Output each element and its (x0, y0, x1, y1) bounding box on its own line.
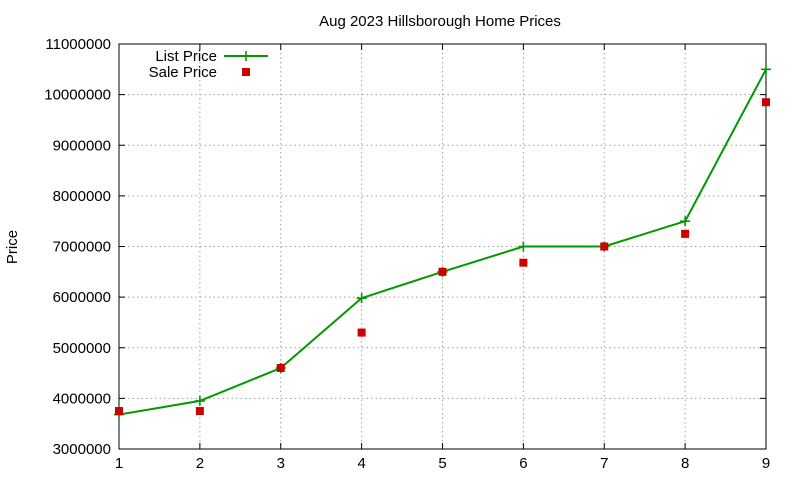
x-tick-label: 9 (762, 455, 770, 472)
y-tick-label: 9000000 (53, 137, 111, 154)
y-tick-label: 10000000 (44, 87, 111, 104)
y-tick-label: 6000000 (53, 289, 111, 306)
data-point (600, 242, 609, 251)
data-point (194, 395, 205, 406)
data-point (195, 407, 204, 416)
data-point (276, 364, 285, 372)
y-tick-label: 7000000 (53, 239, 111, 256)
y-tick-label: 3000000 (53, 441, 111, 458)
data-point (356, 293, 367, 304)
x-tick-label: 2 (196, 455, 204, 472)
plot-frame (118, 43, 767, 450)
x-tick-label: 7 (600, 455, 608, 472)
legend-label: Sale Price (149, 64, 217, 81)
data-point (681, 229, 690, 238)
data-point (115, 407, 123, 416)
x-tick-label: 1 (115, 455, 123, 472)
y-axis-title: Price (4, 230, 21, 264)
y-tick-label: 11000000 (45, 36, 111, 53)
x-tick-label: 5 (438, 455, 446, 472)
data-point (761, 64, 771, 75)
legend-label: List Price (155, 48, 217, 65)
data-point (438, 267, 447, 276)
y-tick-label: 8000000 (53, 188, 111, 205)
series-1 (114, 64, 771, 420)
data-point (680, 216, 691, 227)
y-tick-label: 5000000 (53, 340, 111, 357)
y-axis-ticks: 3000000 4000000 5000000 6000000 7000000 80000… (44, 36, 111, 458)
series-layer (114, 64, 771, 420)
data-point (518, 241, 529, 252)
data-point (762, 98, 770, 107)
x-tick-label: 8 (681, 455, 689, 472)
x-tick-label: 3 (277, 455, 285, 472)
legend-swatch-marker (241, 51, 251, 61)
legend-swatch-marker (242, 68, 250, 76)
data-point (357, 328, 366, 337)
chart-title: Aug 2023 Hillsborough Home Prices (319, 13, 561, 30)
data-point (519, 258, 528, 267)
x-tick-label: 6 (519, 455, 527, 472)
grid-lines (119, 44, 766, 449)
plot-border (118, 43, 767, 450)
y-tick-label: 4000000 (53, 390, 111, 407)
series-2 (115, 98, 770, 416)
x-axis-ticks: 1 2 3 4 5 6 7 8 9 (115, 455, 770, 472)
x-tick-label: 4 (357, 455, 365, 472)
